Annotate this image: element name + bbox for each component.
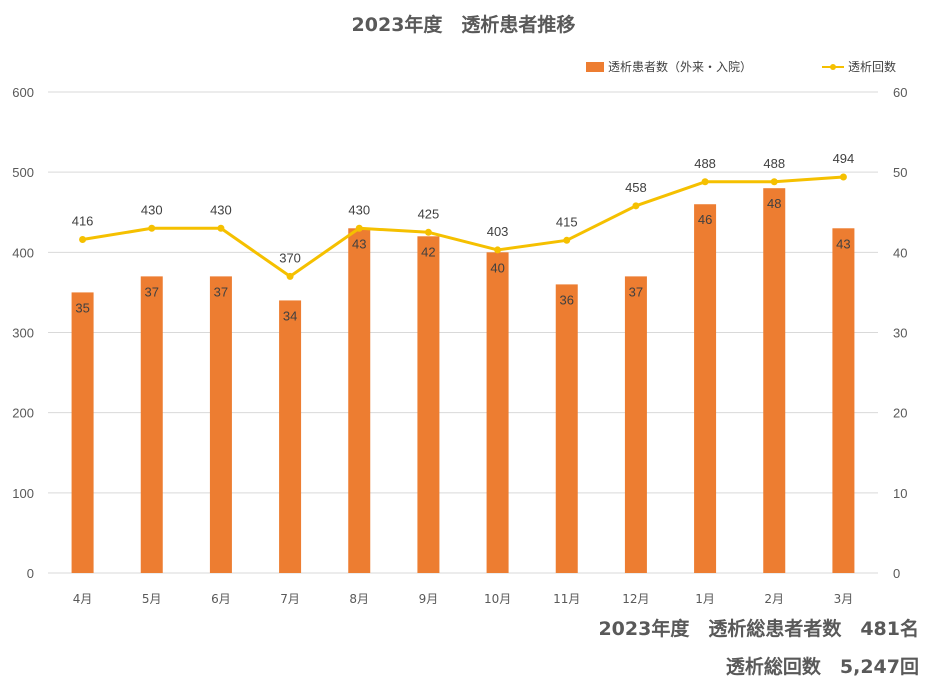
x-tick-label: 12月 xyxy=(622,592,649,606)
x-tick-label: 2月 xyxy=(764,592,784,606)
line-series xyxy=(79,173,847,280)
bar xyxy=(140,276,163,573)
bar-series xyxy=(71,188,855,574)
x-tick-label: 1月 xyxy=(695,592,715,606)
line-value-label: 415 xyxy=(556,214,578,229)
line-value-label: 403 xyxy=(487,224,509,239)
data-labels: 35 37 37 34 43 42 40 36 37 46 48 43 416 430 430 370 430 4… xyxy=(72,151,855,323)
line-point xyxy=(839,173,847,181)
bar xyxy=(555,284,578,573)
y-right-tick-label: 20 xyxy=(893,406,907,421)
bar xyxy=(348,228,371,574)
bar-value-label: 42 xyxy=(421,244,435,259)
line-point xyxy=(770,178,778,186)
line-point xyxy=(424,228,432,236)
legend-item-patients: 透析患者数（外来・入院） xyxy=(586,58,752,75)
bar xyxy=(71,292,94,573)
line-value-label: 488 xyxy=(694,156,716,171)
legend-bar-swatch xyxy=(586,61,604,72)
line-point xyxy=(632,202,640,210)
x-tick-label: 8月 xyxy=(349,592,369,606)
x-tick-label: 7月 xyxy=(280,592,300,606)
legend-item-sessions: 透析回数 xyxy=(822,58,896,75)
legend-line-swatch xyxy=(822,62,844,72)
x-tick-label: 10月 xyxy=(484,592,511,606)
bar-value-label: 36 xyxy=(560,292,574,307)
bar-value-label: 43 xyxy=(352,236,366,251)
line-value-label: 494 xyxy=(833,151,855,166)
bar xyxy=(763,188,786,573)
bar-value-label: 37 xyxy=(214,284,228,299)
bar xyxy=(209,276,232,573)
axis-labels: 0 100 200 300 400 500 600 0 10 20 30 40 50 60 4月 5月 6月 7月… xyxy=(12,85,907,606)
summary-sessions: 透析総回数 5,247回 xyxy=(725,656,919,678)
bar-value-label: 34 xyxy=(283,308,297,323)
x-tick-label: 5月 xyxy=(142,592,162,606)
line-point xyxy=(217,224,225,232)
line-point xyxy=(563,236,571,244)
y-right-tick-label: 10 xyxy=(893,486,907,501)
line-value-label: 488 xyxy=(763,156,785,171)
x-tick-label: 9月 xyxy=(419,592,439,606)
y-left-tick-label: 200 xyxy=(12,406,34,421)
gridlines xyxy=(48,91,878,574)
bar-value-label: 37 xyxy=(629,284,643,299)
summary-patients: 2023年度 透析総患者者数 481名 xyxy=(598,618,919,640)
line-point xyxy=(494,246,502,254)
line-point xyxy=(79,236,87,244)
y-right-tick-label: 30 xyxy=(893,326,907,341)
bar xyxy=(624,276,647,573)
x-tick-label: 4月 xyxy=(73,592,93,606)
y-left-tick-label: 100 xyxy=(12,486,34,501)
x-tick-label: 3月 xyxy=(834,592,854,606)
y-left-tick-label: 600 xyxy=(12,85,34,100)
y-left-tick-label: 0 xyxy=(27,566,34,581)
y-right-tick-label: 50 xyxy=(893,165,907,180)
line-point xyxy=(148,224,156,232)
line-point xyxy=(286,272,294,280)
bar-value-label: 48 xyxy=(767,196,781,211)
line-point xyxy=(701,178,709,186)
line-value-label: 425 xyxy=(418,206,440,221)
line-value-label: 430 xyxy=(210,202,232,217)
line-value-label: 458 xyxy=(625,180,647,195)
bar-value-label: 43 xyxy=(836,236,850,251)
line-value-label: 370 xyxy=(279,250,301,265)
y-right-tick-label: 0 xyxy=(893,566,900,581)
y-left-tick-label: 300 xyxy=(12,326,34,341)
line-point xyxy=(355,224,363,232)
legend-label-sessions: 透析回数 xyxy=(848,60,897,74)
y-right-tick-label: 60 xyxy=(893,85,907,100)
bar xyxy=(694,204,717,573)
y-right-tick-label: 40 xyxy=(893,245,907,260)
line-value-label: 430 xyxy=(348,202,370,217)
bar-value-label: 35 xyxy=(75,300,89,315)
bar-value-label: 37 xyxy=(145,284,159,299)
bar xyxy=(832,228,855,574)
bar xyxy=(417,236,440,574)
bar-value-label: 46 xyxy=(698,212,712,227)
line-path xyxy=(82,175,844,278)
y-left-tick-label: 500 xyxy=(12,165,34,180)
y-left-tick-label: 400 xyxy=(12,245,34,260)
bar xyxy=(279,300,302,573)
chart-title: 2023年度 透析患者推移 xyxy=(351,14,576,36)
bar-value-label: 40 xyxy=(490,260,504,275)
line-value-label: 416 xyxy=(72,214,94,229)
line-value-label: 430 xyxy=(141,202,163,217)
x-tick-label: 6月 xyxy=(211,592,231,606)
bar xyxy=(486,252,509,574)
legend-label-patients: 透析患者数（外来・入院） xyxy=(608,60,753,74)
x-tick-label: 11月 xyxy=(553,592,580,606)
